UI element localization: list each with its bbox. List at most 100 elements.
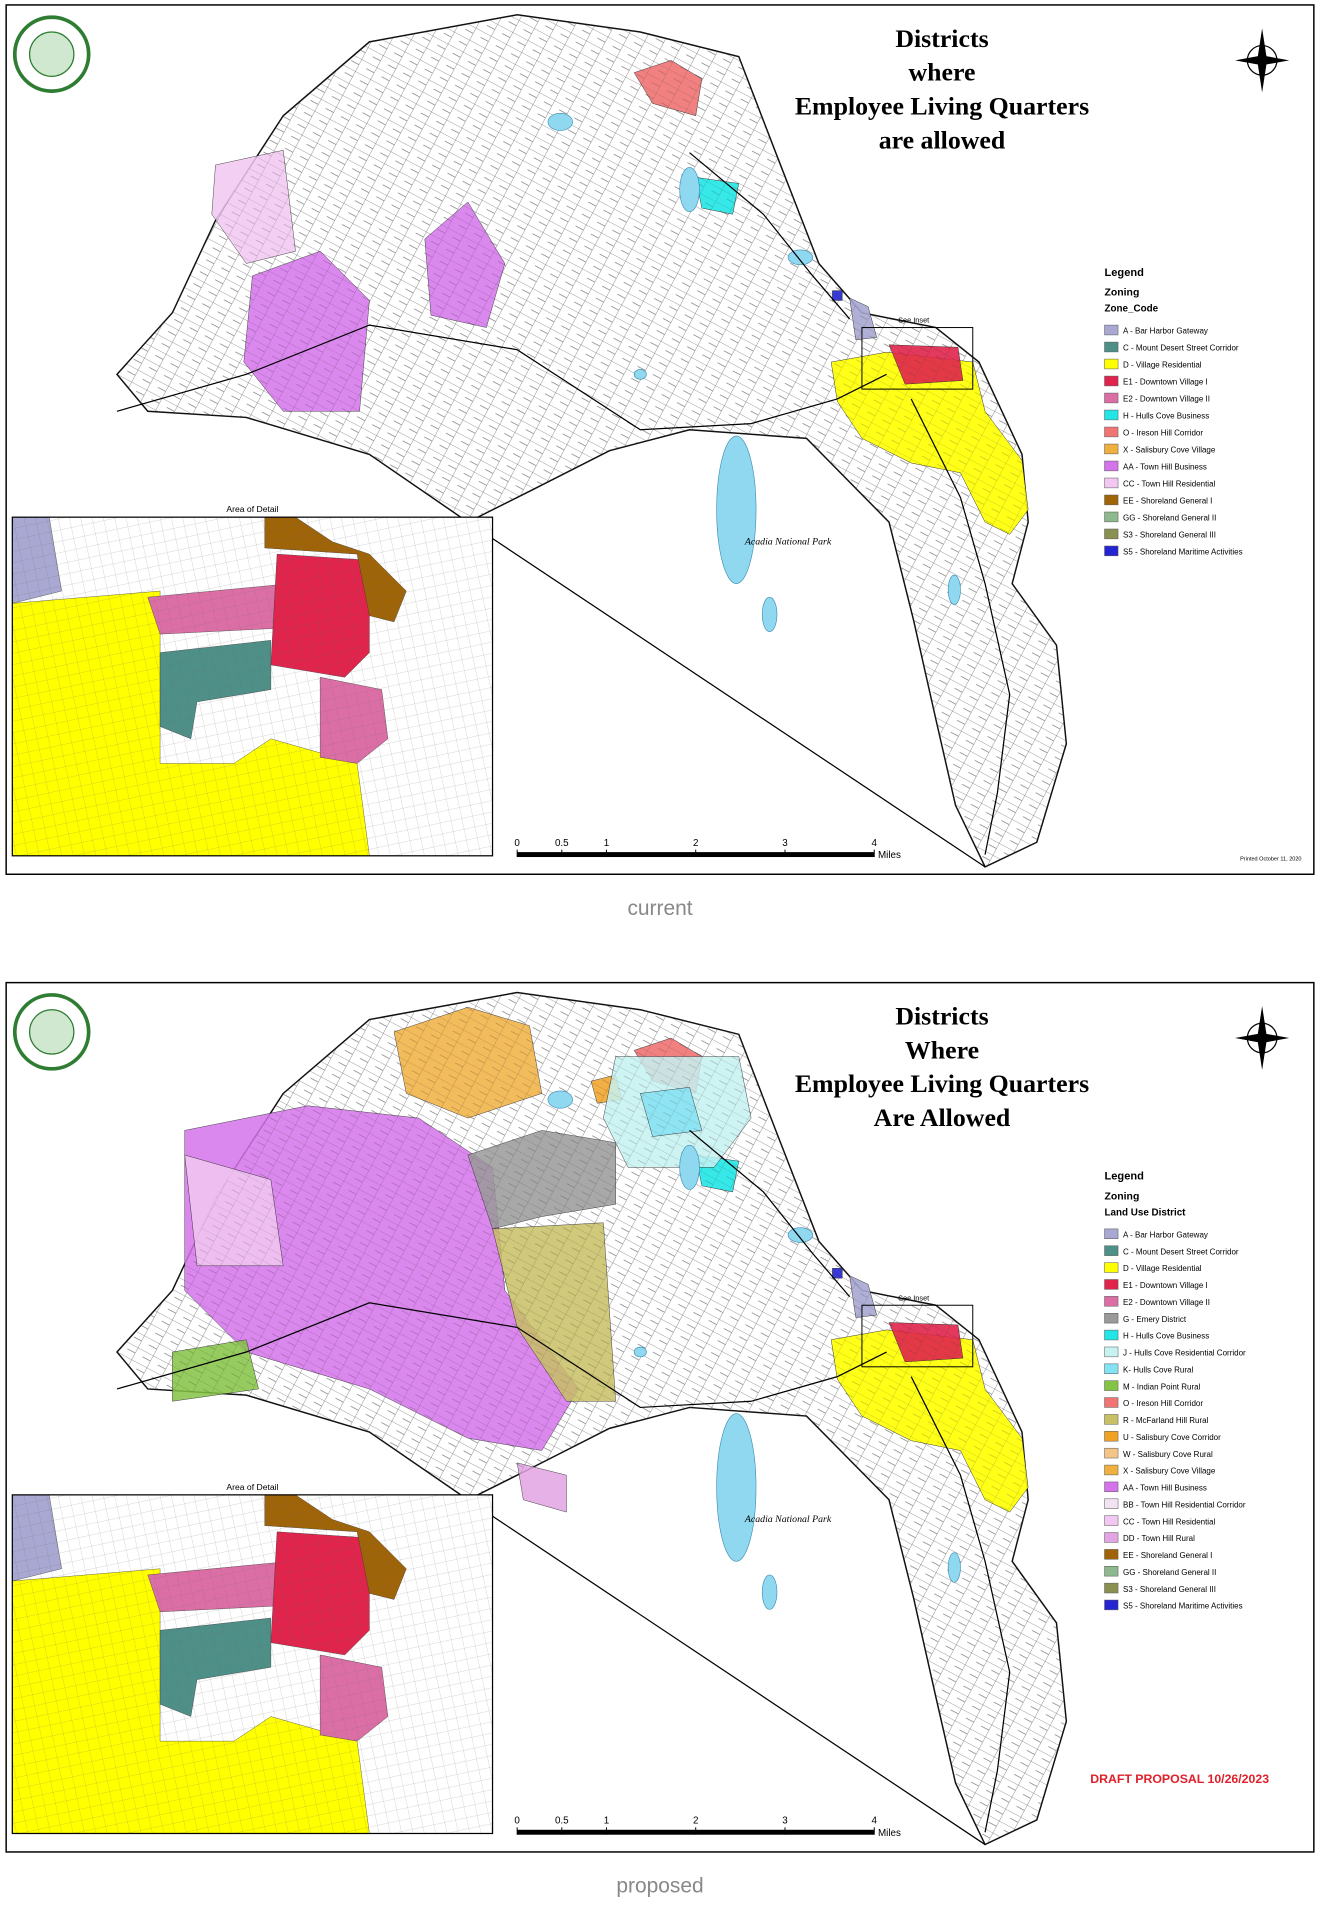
lake	[761, 596, 778, 632]
scale-label: 1	[604, 1816, 609, 1827]
legend-swatch	[1104, 1363, 1119, 1374]
legend-field: Land Use District	[1105, 1207, 1187, 1218]
scale-label: 0.5	[555, 1816, 569, 1827]
inset-locator	[861, 1304, 974, 1368]
lake	[716, 435, 757, 584]
lake	[679, 1144, 700, 1190]
legend-swatch	[1104, 1566, 1119, 1577]
map-title: Districts	[895, 1001, 988, 1030]
legend-label: E1 - Downtown Village I	[1123, 378, 1208, 387]
caption: current	[627, 897, 692, 920]
inset-streets	[12, 1494, 493, 1834]
legend-swatch	[1104, 392, 1119, 404]
legend-swatch	[1104, 545, 1119, 557]
scale-unit: Miles	[878, 850, 901, 861]
legend-label: U - Salisbury Cove Corridor	[1123, 1433, 1221, 1442]
compass-rose	[1235, 1006, 1290, 1071]
inset-frame	[11, 1494, 494, 1835]
legend-label: C - Mount Desert Street Corridor	[1123, 344, 1239, 353]
legend-swatch	[1104, 1481, 1119, 1493]
scale-label: 3	[782, 1816, 788, 1827]
map-title: are allowed	[879, 125, 1006, 154]
legend-label: O - Ireson Hill Corridor	[1123, 1399, 1203, 1408]
legend-swatch	[1104, 426, 1119, 438]
lake	[716, 1413, 757, 1562]
lake	[547, 1090, 573, 1109]
inset-note: See Inset	[898, 1293, 929, 1302]
legend-swatch	[1104, 443, 1119, 455]
map-panel: See Inset Acadia National Park Districts wh…	[5, 4, 1315, 876]
legend-label: AA - Town Hill Business	[1123, 1484, 1207, 1493]
compass-needle	[1235, 55, 1290, 66]
scale-unit: Miles	[878, 1828, 901, 1839]
legend-label: CC - Town Hill Residential	[1123, 480, 1216, 489]
map-title: Are Allowed	[874, 1103, 1011, 1132]
road	[689, 1129, 851, 1298]
legend-swatch	[1104, 1582, 1119, 1594]
inset-streets	[12, 517, 493, 856]
inset-note: See Inset	[898, 316, 929, 325]
compass-rose	[1235, 28, 1290, 93]
legend-subtitle: Zoning	[1105, 1191, 1140, 1202]
legend-swatch	[1104, 1447, 1119, 1459]
lake	[947, 574, 961, 605]
legend-field: Zone_Code	[1105, 304, 1159, 315]
legend-label: DD - Town Hill Rural	[1123, 1534, 1195, 1543]
legend-label: GG - Shoreland General II	[1123, 514, 1216, 523]
legend-swatch	[1104, 1515, 1119, 1526]
road	[467, 1499, 986, 1846]
map-title: where	[908, 58, 975, 87]
scale-label: 0	[514, 1816, 520, 1827]
road	[116, 1302, 887, 1409]
legend-label: A - Bar Harbor Gateway	[1123, 1231, 1208, 1240]
lake	[633, 369, 647, 380]
legend-label: X - Salisbury Cove Village	[1123, 1467, 1216, 1476]
scale-label: 2	[693, 838, 698, 849]
legend-label: E2 - Downtown Village II	[1123, 1298, 1210, 1307]
legend-label: BB - Town Hill Residential Corridor	[1123, 1500, 1246, 1509]
caption: proposed	[616, 1875, 703, 1898]
legend-swatch	[1104, 1346, 1119, 1358]
compass-ring	[1246, 44, 1278, 76]
legend-swatch	[1104, 1549, 1119, 1560]
legend-swatch	[1104, 1498, 1119, 1509]
map-title: Employee Living Quarters	[795, 1069, 1089, 1098]
legend-swatch	[1104, 494, 1119, 506]
lake	[947, 1552, 961, 1583]
legend-label: A - Bar Harbor Gateway	[1123, 327, 1208, 336]
inset-title: Area of Detail	[226, 1482, 278, 1492]
legend-swatch	[1104, 341, 1119, 353]
legend-subtitle: Zoning	[1105, 288, 1140, 299]
legend-label: J - Hulls Cove Residential Corridor	[1123, 1349, 1246, 1358]
legend-label: R - McFarland Hill Rural	[1123, 1416, 1209, 1425]
legend-swatch	[1104, 375, 1119, 387]
legend-label: H - Hulls Cove Business	[1123, 412, 1209, 421]
parcels-overlay	[116, 14, 1067, 867]
lake	[761, 1574, 778, 1610]
print-date: Printed October 11, 2020	[1240, 857, 1301, 863]
park-label: Acadia National Park	[744, 536, 832, 547]
legend-swatch	[1104, 324, 1119, 336]
legend-label: S3 - Shoreland General III	[1123, 531, 1216, 540]
legend-swatch	[1104, 1245, 1119, 1256]
legend-label: C - Mount Desert Street Corridor	[1123, 1247, 1239, 1256]
legend-label: D - Village Residential	[1123, 361, 1202, 370]
road	[116, 324, 887, 431]
legend-label: M - Indian Point Rural	[1123, 1382, 1201, 1391]
legend-swatch	[1104, 1380, 1119, 1391]
lake	[679, 167, 700, 213]
lake	[787, 1227, 813, 1243]
map-title: Districts	[895, 24, 988, 53]
legend-label: H - Hulls Cove Business	[1123, 1332, 1209, 1341]
compass-needle	[1235, 1033, 1290, 1043]
legend-label: W - Salisbury Cove Rural	[1123, 1450, 1213, 1459]
legend-swatch	[1104, 460, 1119, 472]
scale-label: 0	[514, 838, 520, 849]
town-logo-inner	[28, 1009, 75, 1055]
road	[910, 398, 1011, 855]
scale-label: 0.5	[555, 838, 569, 849]
compass-ring	[1246, 1022, 1278, 1054]
legend-swatch	[1104, 1228, 1119, 1239]
